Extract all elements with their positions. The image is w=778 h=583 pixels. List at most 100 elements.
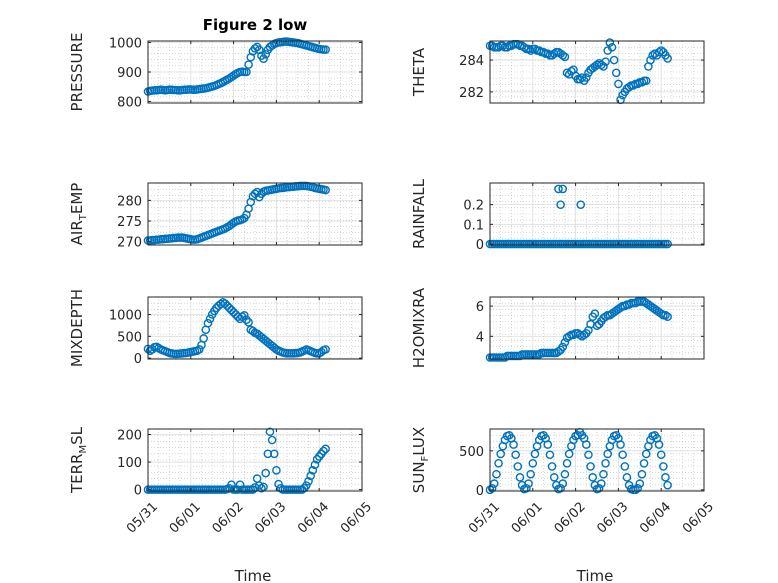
data-point (220, 299, 230, 308)
data-point (248, 326, 258, 336)
data-point (620, 462, 630, 471)
y-axis-label-subscript: M (78, 445, 89, 454)
y-tick-label: 4 (476, 330, 484, 345)
data-point (227, 305, 236, 315)
data-point (607, 43, 617, 52)
y-axis-label: TERRMSL (68, 426, 89, 494)
y-axis-label: THETA (410, 47, 428, 97)
y-tick-label: 800 (117, 96, 142, 111)
data-point (558, 479, 568, 488)
data-point (579, 330, 589, 340)
data-point (263, 449, 273, 459)
data-point (609, 55, 619, 65)
data-point (592, 321, 602, 331)
y-tick-label: 6 (476, 300, 484, 315)
data-point (522, 483, 531, 493)
data-point (554, 184, 563, 194)
subplot-theta: 282 284 THETA (410, 38, 705, 105)
data-point (614, 79, 623, 89)
subplot-rainfall: 0 0.1 0.2 RAINFALL (410, 178, 705, 253)
y-tick-label: 0 (476, 484, 484, 499)
y-axis-label: SUNFLUX (410, 427, 431, 493)
y-tick-label: 284 (459, 54, 484, 69)
data-point (265, 427, 275, 437)
axes-box (489, 296, 705, 360)
data-point (494, 459, 503, 468)
data-point (509, 440, 518, 449)
data-point (225, 303, 234, 313)
data-point (576, 200, 586, 209)
data-point (321, 185, 330, 195)
data-point (582, 73, 591, 82)
data-point (274, 479, 283, 489)
data-point (494, 43, 503, 52)
data-point (304, 477, 313, 486)
data-point (229, 71, 238, 80)
data-point (661, 310, 670, 320)
data-point (641, 449, 651, 459)
subplot-mixdepth: 0 500 1000 MIXDEPTH (68, 289, 363, 367)
data-point (242, 315, 251, 325)
data-point (663, 480, 672, 490)
y-tick-label: 500 (117, 330, 142, 345)
y-axis-label: RAINFALL (410, 178, 428, 249)
data-point (492, 469, 501, 479)
data-point (244, 318, 253, 327)
y-tick-label: 500 (459, 445, 484, 460)
data-point (530, 449, 540, 459)
data-point (528, 459, 538, 468)
data-point (558, 51, 568, 60)
data-point (489, 479, 499, 488)
data-point (601, 459, 610, 468)
data-point (199, 334, 208, 343)
data-point (558, 184, 568, 194)
y-tick-label: 282 (459, 86, 484, 101)
data-point (663, 239, 672, 249)
data-point (663, 312, 672, 321)
data-point (635, 479, 645, 488)
y-axis-label-part: LUX (410, 427, 428, 456)
data-point (569, 330, 578, 340)
data-point (637, 78, 647, 87)
data-point (227, 480, 236, 489)
data-point (588, 473, 598, 482)
y-axis-label-part: EMP (68, 183, 86, 214)
data-point (496, 449, 506, 459)
data-point (321, 345, 330, 354)
y-axis-label-subscript: F (420, 455, 431, 461)
data-point (250, 44, 260, 53)
data-point (549, 49, 559, 59)
data-point (554, 347, 563, 356)
data-point (562, 459, 572, 468)
data-point (515, 473, 525, 482)
data-point (622, 473, 632, 482)
data-point (594, 483, 604, 493)
y-axis-label: H2OMIXRA (410, 287, 428, 368)
data-point (524, 479, 533, 488)
data-point (321, 444, 330, 454)
data-point (656, 46, 666, 55)
data-point (586, 462, 595, 471)
data-point (560, 52, 570, 62)
data-point (639, 459, 649, 468)
data-point (261, 468, 271, 478)
data-point (567, 66, 576, 76)
y-tick-label: 900 (117, 66, 142, 81)
data-point (654, 440, 664, 449)
data-point (302, 481, 311, 490)
subplot-h2omixra: 4 6 H2OMIXRA (410, 287, 705, 368)
data-point (229, 307, 238, 317)
data-point (633, 483, 642, 493)
data-point (584, 450, 593, 460)
data-point (646, 55, 655, 65)
data-point (239, 311, 249, 320)
y-axis-label-subscript: T (78, 213, 89, 221)
data-point (605, 38, 615, 47)
data-point (487, 483, 497, 493)
data-point (656, 450, 666, 460)
y-tick-label: 0 (476, 238, 484, 253)
data-point (235, 480, 245, 489)
data-point (511, 450, 520, 460)
data-point (524, 44, 533, 54)
